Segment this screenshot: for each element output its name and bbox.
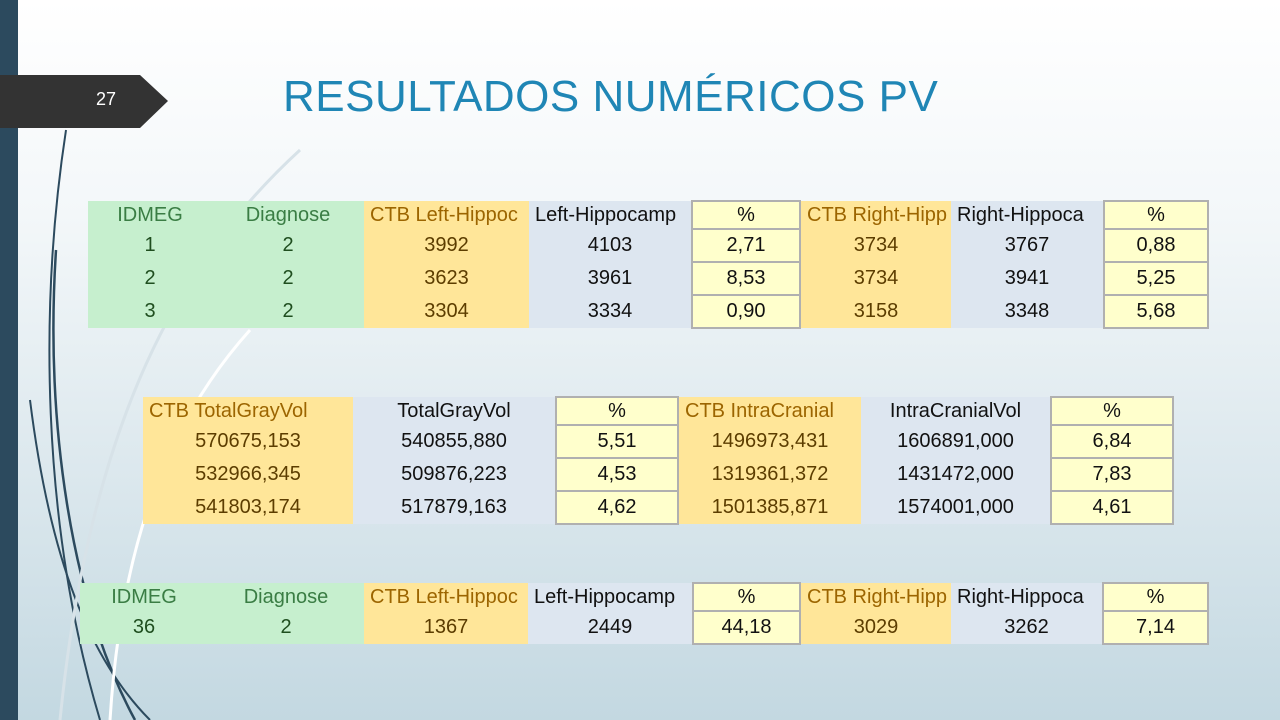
table-cell: 1319361,372 bbox=[678, 458, 861, 491]
results-table-3: IDMEG Diagnose CTB Left-Hippoc Left-Hipp… bbox=[80, 582, 1209, 645]
table-cell: 540855,880 bbox=[353, 425, 556, 458]
header-cell: IDMEG bbox=[80, 583, 208, 611]
table-cell: 2 bbox=[212, 229, 364, 262]
slide-number: 27 bbox=[96, 89, 117, 109]
table-cell: 1431472,000 bbox=[861, 458, 1051, 491]
table-cell: 517879,163 bbox=[353, 491, 556, 524]
left-accent-bar bbox=[0, 0, 18, 720]
table-row: 532966,345 509876,223 4,53 1319361,372 1… bbox=[143, 457, 1174, 492]
header-cell: Left-Hippocamp bbox=[529, 201, 692, 229]
table-cell: 5,68 bbox=[1103, 294, 1209, 329]
table-cell: 1501385,871 bbox=[678, 491, 861, 524]
table-cell: 0,90 bbox=[691, 294, 801, 329]
table-cell: 1606891,000 bbox=[861, 425, 1051, 458]
table-cell: 2,71 bbox=[691, 228, 801, 263]
table-row: 541803,174 517879,163 4,62 1501385,871 1… bbox=[143, 490, 1174, 525]
results-table-1: IDMEG Diagnose CTB Left-Hippoc Left-Hipp… bbox=[88, 200, 1209, 329]
table-cell: 1574001,000 bbox=[861, 491, 1051, 524]
header-cell: % bbox=[1050, 396, 1174, 426]
header-cell: % bbox=[1103, 200, 1209, 230]
header-cell: % bbox=[691, 200, 801, 230]
table-cell: 2 bbox=[208, 611, 364, 644]
header-cell: Right-Hippoca bbox=[951, 201, 1104, 229]
header-cell: TotalGrayVol bbox=[353, 397, 556, 425]
table-cell: 5,25 bbox=[1103, 261, 1209, 296]
table-cell: 3767 bbox=[951, 229, 1104, 262]
table-cell: 3334 bbox=[529, 295, 692, 328]
header-cell: CTB IntraCranial bbox=[678, 397, 861, 425]
table-cell: 0,88 bbox=[1103, 228, 1209, 263]
table-cell: 3 bbox=[88, 295, 212, 328]
table-cell: 3734 bbox=[800, 262, 951, 295]
table-cell: 3992 bbox=[364, 229, 529, 262]
table-cell: 1 bbox=[88, 229, 212, 262]
header-cell: % bbox=[692, 582, 801, 612]
table-cell: 3304 bbox=[364, 295, 529, 328]
table-cell: 4,62 bbox=[555, 490, 679, 525]
header-cell: Diagnose bbox=[208, 583, 364, 611]
results-table-2: CTB TotalGrayVol TotalGrayVol % CTB Intr… bbox=[143, 396, 1174, 525]
table-cell: 1367 bbox=[364, 611, 528, 644]
table-cell: 3158 bbox=[800, 295, 951, 328]
table-cell: 3029 bbox=[800, 611, 951, 644]
header-cell: IDMEG bbox=[88, 201, 212, 229]
table-cell: 36 bbox=[80, 611, 208, 644]
header-cell: CTB Right-Hipp bbox=[800, 583, 951, 611]
slide-number-badge: 27 bbox=[0, 75, 168, 128]
table-cell: 3961 bbox=[529, 262, 692, 295]
table-cell: 44,18 bbox=[692, 610, 801, 645]
table-cell: 541803,174 bbox=[143, 491, 353, 524]
table-row: 2 2 3623 3961 8,53 3734 3941 5,25 bbox=[88, 261, 1209, 296]
table-cell: 2 bbox=[212, 262, 364, 295]
table-cell: 570675,153 bbox=[143, 425, 353, 458]
table-row: 3 2 3304 3334 0,90 3158 3348 5,68 bbox=[88, 294, 1209, 329]
table-cell: 2 bbox=[212, 295, 364, 328]
header-cell: CTB Right-Hipp bbox=[800, 201, 951, 229]
table-header-row: CTB TotalGrayVol TotalGrayVol % CTB Intr… bbox=[143, 396, 1174, 426]
table-cell: 3734 bbox=[800, 229, 951, 262]
header-cell: CTB Left-Hippoc bbox=[364, 583, 528, 611]
header-cell: % bbox=[555, 396, 679, 426]
table-row: 36 2 1367 2449 44,18 3029 3262 7,14 bbox=[80, 610, 1209, 645]
table-cell: 2449 bbox=[528, 611, 693, 644]
table-cell: 4,61 bbox=[1050, 490, 1174, 525]
table-cell: 3262 bbox=[951, 611, 1103, 644]
table-cell: 6,84 bbox=[1050, 424, 1174, 459]
header-cell: CTB Left-Hippoc bbox=[364, 201, 529, 229]
header-cell: % bbox=[1102, 582, 1209, 612]
table-cell: 5,51 bbox=[555, 424, 679, 459]
table-cell: 3348 bbox=[951, 295, 1104, 328]
table-cell: 4103 bbox=[529, 229, 692, 262]
header-cell: Diagnose bbox=[212, 201, 364, 229]
table-cell: 8,53 bbox=[691, 261, 801, 296]
table-cell: 532966,345 bbox=[143, 458, 353, 491]
header-cell: Left-Hippocamp bbox=[528, 583, 693, 611]
header-cell: Right-Hippoca bbox=[951, 583, 1103, 611]
table-row: 1 2 3992 4103 2,71 3734 3767 0,88 bbox=[88, 228, 1209, 263]
header-cell: IntraCranialVol bbox=[861, 397, 1051, 425]
table-header-row: IDMEG Diagnose CTB Left-Hippoc Left-Hipp… bbox=[88, 200, 1209, 230]
table-cell: 3623 bbox=[364, 262, 529, 295]
table-cell: 7,14 bbox=[1102, 610, 1209, 645]
table-row: 570675,153 540855,880 5,51 1496973,431 1… bbox=[143, 424, 1174, 459]
table-header-row: IDMEG Diagnose CTB Left-Hippoc Left-Hipp… bbox=[80, 582, 1209, 612]
table-cell: 509876,223 bbox=[353, 458, 556, 491]
header-cell: CTB TotalGrayVol bbox=[143, 397, 353, 425]
table-cell: 3941 bbox=[951, 262, 1104, 295]
table-cell: 2 bbox=[88, 262, 212, 295]
table-cell: 4,53 bbox=[555, 457, 679, 492]
table-cell: 7,83 bbox=[1050, 457, 1174, 492]
page-title: RESULTADOS NUMÉRICOS PV bbox=[283, 72, 939, 121]
table-cell: 1496973,431 bbox=[678, 425, 861, 458]
